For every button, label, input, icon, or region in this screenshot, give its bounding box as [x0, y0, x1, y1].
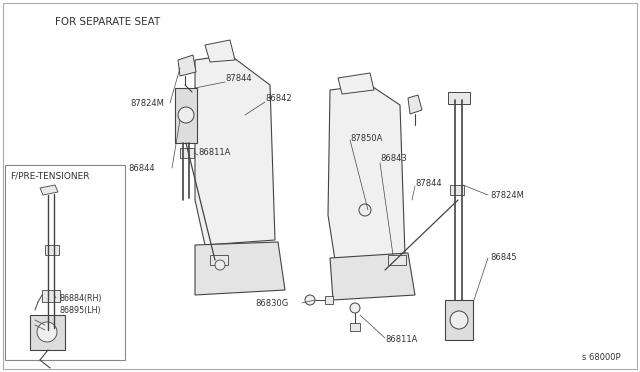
Bar [175, 88, 197, 143]
Polygon shape [328, 85, 405, 260]
Bar [388, 255, 406, 265]
Text: 87824M: 87824M [130, 99, 164, 108]
Circle shape [359, 204, 371, 216]
Polygon shape [195, 242, 285, 295]
Circle shape [215, 260, 225, 270]
Bar [30, 315, 65, 350]
Circle shape [37, 322, 57, 342]
Circle shape [450, 311, 468, 329]
Text: 86895(LH): 86895(LH) [60, 305, 102, 314]
Text: 86843: 86843 [380, 154, 407, 163]
Polygon shape [205, 40, 235, 62]
Text: 86830G: 86830G [255, 298, 288, 308]
Text: 86842: 86842 [265, 93, 292, 103]
Bar [5, 165, 125, 360]
Text: 87850A: 87850A [350, 134, 382, 142]
Bar [210, 255, 228, 265]
Bar [45, 245, 59, 255]
Bar [42, 290, 60, 302]
Text: 86845: 86845 [490, 253, 516, 263]
Text: 87824M: 87824M [490, 190, 524, 199]
Circle shape [305, 295, 315, 305]
Text: 86811A: 86811A [385, 336, 417, 344]
Text: 86884(RH): 86884(RH) [60, 294, 102, 302]
Bar [450, 185, 464, 195]
Circle shape [178, 107, 194, 123]
Text: s 68000P: s 68000P [582, 353, 621, 362]
Polygon shape [338, 73, 374, 94]
Bar [350, 323, 360, 331]
Text: 87844: 87844 [415, 179, 442, 187]
Polygon shape [40, 185, 58, 195]
Bar [448, 92, 470, 104]
Polygon shape [330, 253, 415, 300]
Polygon shape [408, 95, 422, 114]
Bar [445, 300, 473, 340]
Text: F/PRE-TENSIONER: F/PRE-TENSIONER [10, 171, 90, 180]
Text: 86811A: 86811A [198, 148, 230, 157]
Polygon shape [178, 55, 196, 76]
Bar [325, 296, 333, 304]
Text: FOR SEPARATE SEAT: FOR SEPARATE SEAT [55, 17, 160, 27]
Bar [180, 148, 194, 158]
Polygon shape [195, 55, 275, 245]
Circle shape [350, 303, 360, 313]
Text: 87844: 87844 [225, 74, 252, 83]
Text: 86844: 86844 [128, 164, 155, 173]
